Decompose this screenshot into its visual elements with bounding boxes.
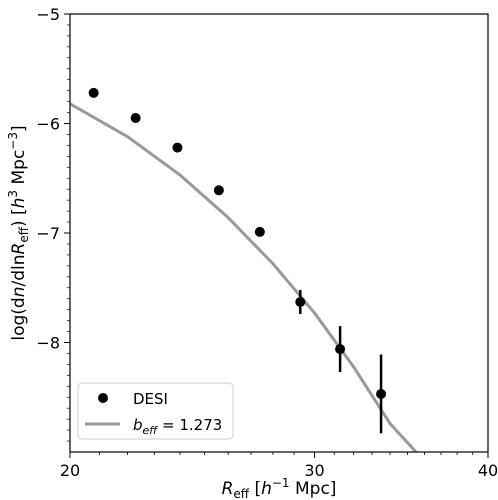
x-tick-label: 30 bbox=[304, 461, 324, 480]
data-point bbox=[376, 388, 387, 399]
legend-marker-desi bbox=[98, 393, 108, 403]
data-point bbox=[335, 344, 346, 355]
legend-label-model: beff = 1.273 bbox=[133, 416, 222, 437]
y-axis-label-part: /dln bbox=[9, 254, 29, 286]
legend-label-model-b: b bbox=[133, 416, 143, 434]
y-axis-label-part: ) [ bbox=[9, 208, 29, 227]
y-tick-label: −8 bbox=[36, 334, 60, 353]
data-point bbox=[88, 87, 99, 98]
y-axis-label-part: R bbox=[9, 243, 29, 255]
x-axis-label-part: Mpc] bbox=[290, 479, 337, 499]
x-axis-label-part: [ bbox=[249, 479, 261, 499]
y-axis-label-part: ] bbox=[9, 125, 29, 132]
y-axis-label-part: Mpc bbox=[9, 150, 29, 190]
legend-label-model-value: = 1.273 bbox=[157, 416, 222, 434]
x-axis-label-part: R bbox=[222, 479, 234, 499]
axis-ticks: 20 30 40 −8 −7 −6 −5 bbox=[36, 5, 498, 480]
data-point bbox=[295, 296, 306, 307]
x-axis-label: Reff [h−1 Mpc] bbox=[222, 476, 337, 500]
legend-label-model-sub: eff bbox=[143, 424, 159, 437]
x-tick-label: 20 bbox=[60, 461, 80, 480]
y-axis-label-part: h bbox=[9, 198, 29, 209]
y-axis-label-part: 3 bbox=[6, 190, 20, 198]
legend-label-desi: DESI bbox=[133, 390, 168, 408]
y-axis-label: log(dn/dlnReff) [h3 Mpc−3] bbox=[6, 125, 31, 340]
data-point bbox=[172, 142, 183, 153]
y-axis-label-part: −3 bbox=[6, 132, 20, 150]
data-point bbox=[130, 113, 141, 124]
x-axis-label-part: eff bbox=[233, 487, 249, 500]
y-axis-label-part: log(d bbox=[9, 297, 29, 340]
x-axis-label-part: h bbox=[261, 479, 272, 499]
legend: DESI beff = 1.273 bbox=[77, 382, 234, 440]
data-point bbox=[254, 226, 265, 237]
axis-labels: Reff [h−1 Mpc]log(dn/dlnReff) [h3 Mpc−3] bbox=[6, 125, 336, 500]
x-tick-label: 40 bbox=[478, 461, 498, 480]
x-axis-label-part: −1 bbox=[272, 476, 290, 490]
y-axis-label-part: n bbox=[9, 287, 29, 298]
y-tick-label: −6 bbox=[36, 115, 60, 134]
y-tick-label: −7 bbox=[36, 224, 60, 243]
y-tick-label: −5 bbox=[36, 5, 60, 24]
data-point bbox=[213, 185, 224, 196]
model-line bbox=[70, 102, 418, 452]
y-axis-label-part: eff bbox=[17, 226, 31, 242]
